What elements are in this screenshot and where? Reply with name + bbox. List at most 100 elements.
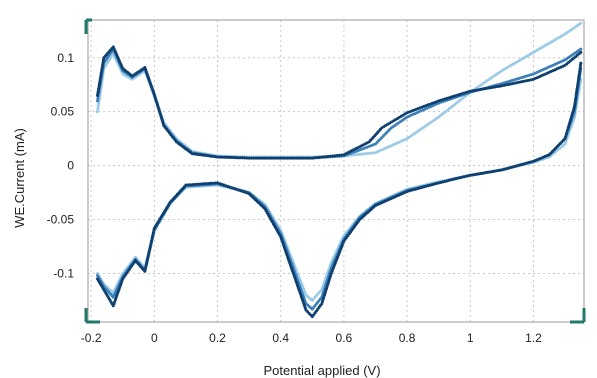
data-point xyxy=(209,181,213,185)
data-point xyxy=(317,155,321,159)
data-point xyxy=(365,152,368,156)
x-tick-label: 0 xyxy=(151,331,158,345)
data-point xyxy=(96,110,99,114)
data-point xyxy=(207,182,210,185)
data-point xyxy=(227,155,231,159)
grid xyxy=(88,20,584,322)
y-axis-label: WE.Current (mA) xyxy=(12,128,27,228)
data-point xyxy=(328,154,332,158)
data-point xyxy=(283,156,287,160)
x-tick-labels: -0.2 0 0.2 0.4 0.6 0.8 1 1.2 xyxy=(81,331,542,345)
bottom-left-axis-handle[interactable] xyxy=(84,308,100,324)
data-point xyxy=(279,156,283,160)
data-point xyxy=(288,156,292,160)
data-point xyxy=(274,156,278,160)
x-tick-label: 1.2 xyxy=(525,331,542,345)
data-point xyxy=(96,272,99,275)
data-point xyxy=(576,83,580,87)
data-point xyxy=(308,156,312,160)
data-point xyxy=(256,156,260,160)
data-point xyxy=(272,156,276,160)
y-tick-label: -0.05 xyxy=(47,213,75,227)
data-point xyxy=(249,156,253,160)
data-point xyxy=(229,155,233,159)
data-point xyxy=(193,182,197,186)
data-point xyxy=(99,76,102,80)
data-point xyxy=(351,153,355,157)
data-point xyxy=(202,182,206,186)
data-point xyxy=(252,156,256,160)
data-point xyxy=(575,87,579,91)
data-point xyxy=(195,182,199,186)
data-point xyxy=(198,182,201,186)
bottom-right-axis-handle[interactable] xyxy=(570,308,586,324)
y-tick-labels: -0.1 -0.05 0 0.05 0.1 xyxy=(47,51,75,281)
data-point xyxy=(358,152,362,156)
data-point xyxy=(295,156,298,160)
data-point xyxy=(243,156,247,160)
data-point xyxy=(200,182,204,186)
data-point xyxy=(216,181,219,185)
data-point xyxy=(277,156,280,160)
data-point xyxy=(367,151,371,155)
data-point xyxy=(186,183,190,187)
y-tick-label: 0.1 xyxy=(57,51,74,65)
data-point xyxy=(333,154,337,158)
data-point xyxy=(304,156,307,160)
data-point xyxy=(236,156,240,160)
data-point xyxy=(254,156,258,160)
data-point xyxy=(267,156,271,160)
series-3 xyxy=(96,45,583,319)
data-point xyxy=(281,156,285,160)
data-point xyxy=(204,182,208,186)
data-point xyxy=(100,67,104,71)
data-point xyxy=(579,50,583,54)
data-point xyxy=(297,156,301,160)
data-point xyxy=(97,85,101,89)
data-point xyxy=(496,85,500,88)
data-point xyxy=(579,63,582,67)
data-point xyxy=(369,151,373,155)
top-left-axis-handle[interactable] xyxy=(84,18,92,34)
data-point xyxy=(573,102,577,106)
data-point xyxy=(576,78,580,82)
x-tick-label: 0.6 xyxy=(336,331,353,345)
data-point xyxy=(98,78,102,82)
data-point xyxy=(340,153,344,157)
data-point xyxy=(222,155,226,159)
data-point xyxy=(306,156,310,160)
data-point xyxy=(101,60,105,64)
data-point xyxy=(261,156,265,160)
data-point xyxy=(270,156,274,160)
data-point xyxy=(574,94,578,97)
x-tick-label: 0.4 xyxy=(272,331,289,345)
data-point xyxy=(579,47,583,51)
data-point xyxy=(263,156,267,160)
y-tick-label: 0 xyxy=(67,159,74,173)
x-tick-label: 1 xyxy=(467,331,474,345)
data-point xyxy=(188,183,192,187)
data-point xyxy=(245,156,249,160)
data-point xyxy=(191,183,195,187)
data-point xyxy=(360,152,364,156)
data-point xyxy=(371,151,375,155)
data-point xyxy=(331,154,335,158)
data-point xyxy=(319,155,323,159)
data-point xyxy=(240,156,244,160)
data-point xyxy=(337,153,341,157)
y-tick-label: 0.05 xyxy=(51,105,75,119)
data-point xyxy=(301,156,305,160)
data-point xyxy=(220,155,224,159)
data-point xyxy=(578,68,582,72)
y-tick-label: -0.1 xyxy=(53,266,74,280)
data-point xyxy=(577,76,581,80)
data-point xyxy=(498,168,502,172)
data-point xyxy=(218,155,222,159)
x-tick-label: -0.2 xyxy=(81,331,102,345)
data-point xyxy=(355,153,359,156)
data-point xyxy=(225,155,229,159)
data-point xyxy=(315,156,319,160)
data-point xyxy=(290,156,294,160)
data-point xyxy=(231,156,235,159)
